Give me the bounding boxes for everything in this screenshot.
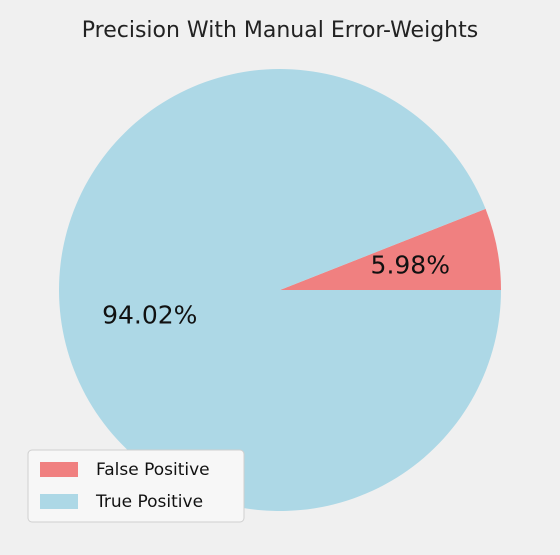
pie-slice-false-positive bbox=[280, 208, 501, 290]
legend-frame bbox=[27, 449, 245, 523]
legend: False Positive True Positive bbox=[27, 449, 245, 523]
legend-swatch-false-positive bbox=[40, 462, 78, 477]
legend-label-false-positive: False Positive bbox=[96, 460, 210, 480]
legend-label-true-positive: True Positive bbox=[95, 492, 203, 512]
slice-label-false-positive: 5.98% bbox=[371, 251, 450, 280]
legend-swatch-true-positive bbox=[40, 494, 78, 509]
chart-title: Precision With Manual Error-Weights bbox=[82, 18, 478, 43]
slice-label-true-positive: 94.02% bbox=[102, 300, 197, 329]
slices-layer bbox=[59, 69, 502, 512]
labels-layer: 5.98% 94.02% bbox=[102, 251, 450, 330]
pie-slice-true-positive bbox=[59, 69, 502, 512]
